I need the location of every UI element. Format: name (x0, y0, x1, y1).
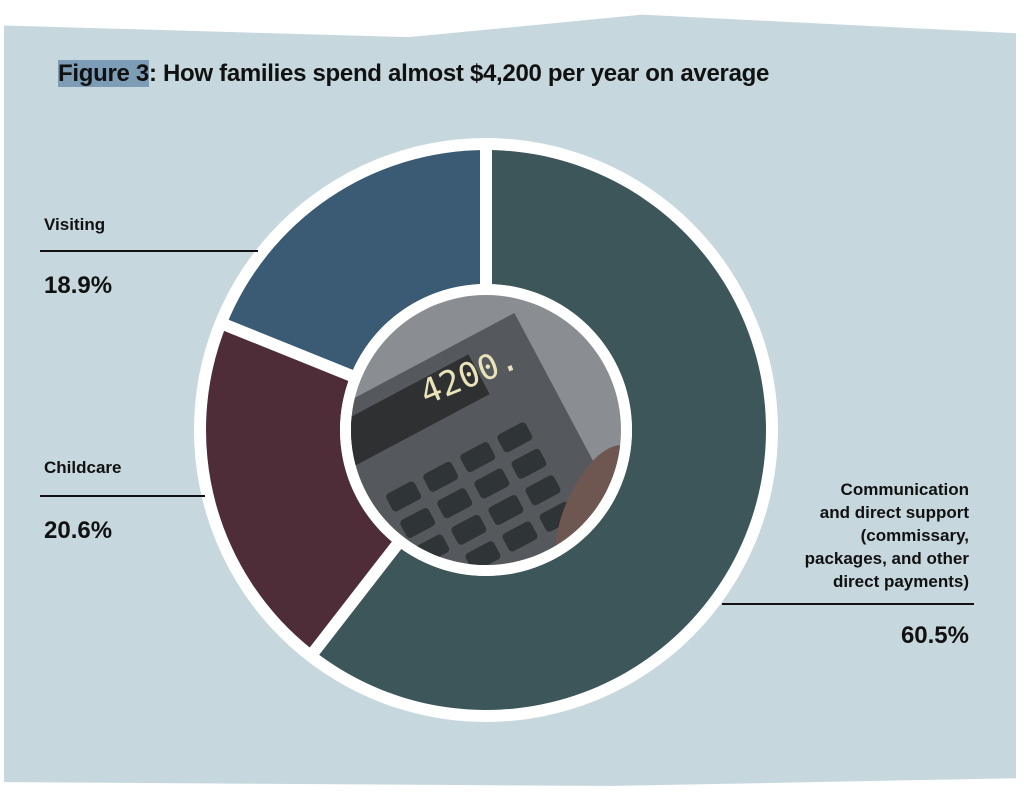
communication-label-line: Communication (840, 480, 969, 499)
visiting-label: Visiting (44, 215, 106, 234)
calculator-key (437, 488, 473, 519)
chart-title: Figure 3: How families spend almost $4,2… (58, 60, 769, 88)
calculator-key (423, 461, 459, 492)
communication-label: Communication and direct support (commis… (805, 478, 969, 593)
calculator-key (502, 521, 538, 552)
calculator-key (511, 448, 547, 479)
title-text: : How families spend almost $4,200 per y… (148, 60, 770, 87)
calculator-key (400, 508, 436, 538)
childcare-leader-line (40, 495, 205, 497)
calculator-key (497, 422, 533, 453)
calculator-key (474, 468, 510, 499)
calculator-key (460, 442, 496, 472)
slice-separator (306, 537, 405, 659)
calculator-key (465, 541, 501, 565)
calculator-key (488, 495, 524, 525)
calculator-key (451, 514, 487, 545)
communication-value: 60.5% (900, 622, 969, 649)
visiting-leader-line (40, 250, 258, 252)
slice-separator (219, 317, 358, 383)
communication-label-line: (commissary, (860, 526, 969, 545)
slice-visiting (226, 150, 486, 376)
slice-childcare (206, 325, 397, 652)
visiting-value: 18.9% (44, 272, 113, 299)
communication-label-line: packages, and other (804, 549, 969, 568)
communication-leader-line (722, 603, 974, 605)
calculator-display (351, 354, 490, 474)
calculator-key (525, 475, 561, 506)
childcare-label: Childcare (44, 458, 122, 477)
communication-label-line: and direct support (819, 503, 969, 522)
calculator-key (386, 481, 421, 512)
childcare-value: 20.6% (44, 517, 113, 544)
slice-communication (314, 150, 766, 710)
figure-number: Figure 3 (58, 60, 149, 87)
communication-label-line: direct payments) (832, 572, 969, 591)
